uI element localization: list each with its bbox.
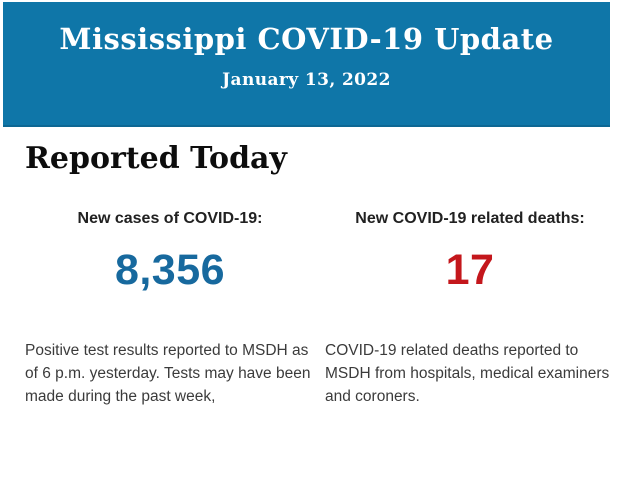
- section-title: Reported Today: [25, 141, 287, 176]
- descriptions-row: Positive test results reported to MSDH a…: [25, 339, 615, 408]
- stat-new-cases: New cases of COVID-19: 8,356: [25, 209, 315, 294]
- new-deaths-label: New COVID-19 related deaths:: [355, 210, 585, 227]
- new-deaths-value: 17: [445, 246, 495, 294]
- new-cases-description: Positive test results reported to MSDH a…: [25, 342, 311, 405]
- report-date: January 13, 2022: [222, 70, 391, 90]
- header-banner: Mississippi COVID-19 Update January 13, …: [3, 2, 610, 127]
- stat-new-deaths: New COVID-19 related deaths: 17: [325, 209, 615, 294]
- new-cases-value: 8,356: [114, 246, 226, 294]
- page-title: Mississippi COVID-19 Update: [59, 22, 554, 56]
- new-cases-label: New cases of COVID-19:: [77, 210, 263, 227]
- stats-row: New cases of COVID-19: 8,356 New COVID-1…: [25, 209, 615, 294]
- new-deaths-description: COVID-19 related deaths reported to MSDH…: [325, 342, 610, 405]
